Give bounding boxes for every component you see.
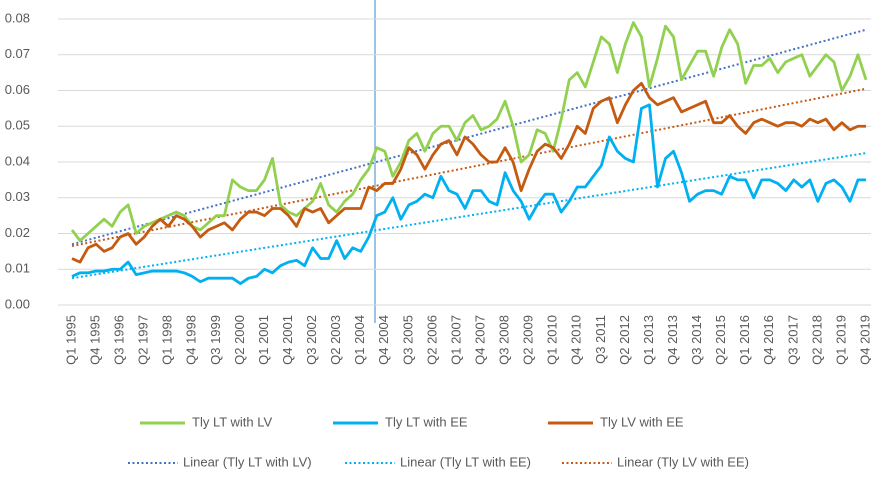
y-tick-label: 0.00 <box>5 296 30 311</box>
y-tick-label: 0.07 <box>5 46 30 61</box>
y-tick-label: 0.01 <box>5 261 30 276</box>
x-tick-label: Q2 1997 <box>136 315 151 365</box>
y-tick-label: 0.04 <box>5 153 30 168</box>
x-tick-label: Q3 2011 <box>593 315 608 364</box>
series-line <box>71 103 866 285</box>
y-tick-label: 0.06 <box>5 82 30 97</box>
legend-label: Tly LV with EE <box>600 414 684 429</box>
y-tick-label: 0.05 <box>5 118 30 133</box>
x-tick-label: Q1 2016 <box>737 315 752 365</box>
x-tick-label: Q4 2010 <box>569 315 584 365</box>
series-line <box>70 21 868 243</box>
x-tick-label: Q3 2005 <box>400 315 415 365</box>
x-tick-label: Q3 2014 <box>689 315 704 365</box>
x-tick-label: Q2 2012 <box>617 315 632 365</box>
x-tick-label: Q2 2009 <box>521 315 536 365</box>
x-tick-label: Q3 1999 <box>208 315 223 365</box>
legend-label: Tly LT with EE <box>385 414 468 429</box>
x-tick-label: Q2 2000 <box>232 315 247 365</box>
x-tick-label: Q1 2007 <box>448 315 463 365</box>
y-tick-label: 0.08 <box>5 10 30 25</box>
x-tick-label: Q3 2017 <box>785 315 800 365</box>
x-tick-label: Q4 2007 <box>472 315 487 365</box>
trend-line <box>71 152 867 280</box>
trend-line <box>71 28 867 246</box>
x-tick-label: Q3 1996 <box>112 315 127 365</box>
legend-label: Linear (Tly LV with EE) <box>617 454 749 469</box>
series-line <box>71 81 866 264</box>
x-tick-label: Q4 2019 <box>857 315 871 365</box>
x-tick-label: Q1 2013 <box>641 315 656 365</box>
x-tick-label: Q2 2015 <box>713 315 728 365</box>
y-tick-label: 0.03 <box>5 189 30 204</box>
x-tick-label: Q1 2010 <box>545 315 560 365</box>
x-tick-label: Q4 1998 <box>184 315 199 365</box>
x-tick-label: Q2 2003 <box>328 315 343 365</box>
x-tick-label: Q4 2001 <box>280 315 295 365</box>
x-tick-label: Q2 2006 <box>424 315 439 365</box>
legend-label: Tly LT with LV <box>192 414 273 429</box>
x-tick-label: Q2 2018 <box>809 315 824 365</box>
x-tick-label: Q3 2008 <box>497 315 512 365</box>
y-tick-label: 0.02 <box>5 225 30 240</box>
x-tick-label: Q1 2004 <box>352 315 367 365</box>
x-tick-label: Q4 2004 <box>376 315 391 365</box>
legend-label: Linear (Tly LT with EE) <box>400 454 531 469</box>
x-tick-label: Q1 2001 <box>256 315 271 365</box>
x-tick-label: Q4 1995 <box>87 315 102 365</box>
x-tick-label: Q1 1998 <box>160 315 175 365</box>
x-tick-label: Q3 2002 <box>304 315 319 365</box>
x-tick-label: Q1 1995 <box>63 315 78 365</box>
x-tick-label: Q4 2016 <box>761 315 776 365</box>
x-tick-label: Q1 2019 <box>833 315 848 365</box>
x-tick-label: Q4 2013 <box>665 315 680 365</box>
legend-label: Linear (Tly LT with LV) <box>183 454 312 469</box>
